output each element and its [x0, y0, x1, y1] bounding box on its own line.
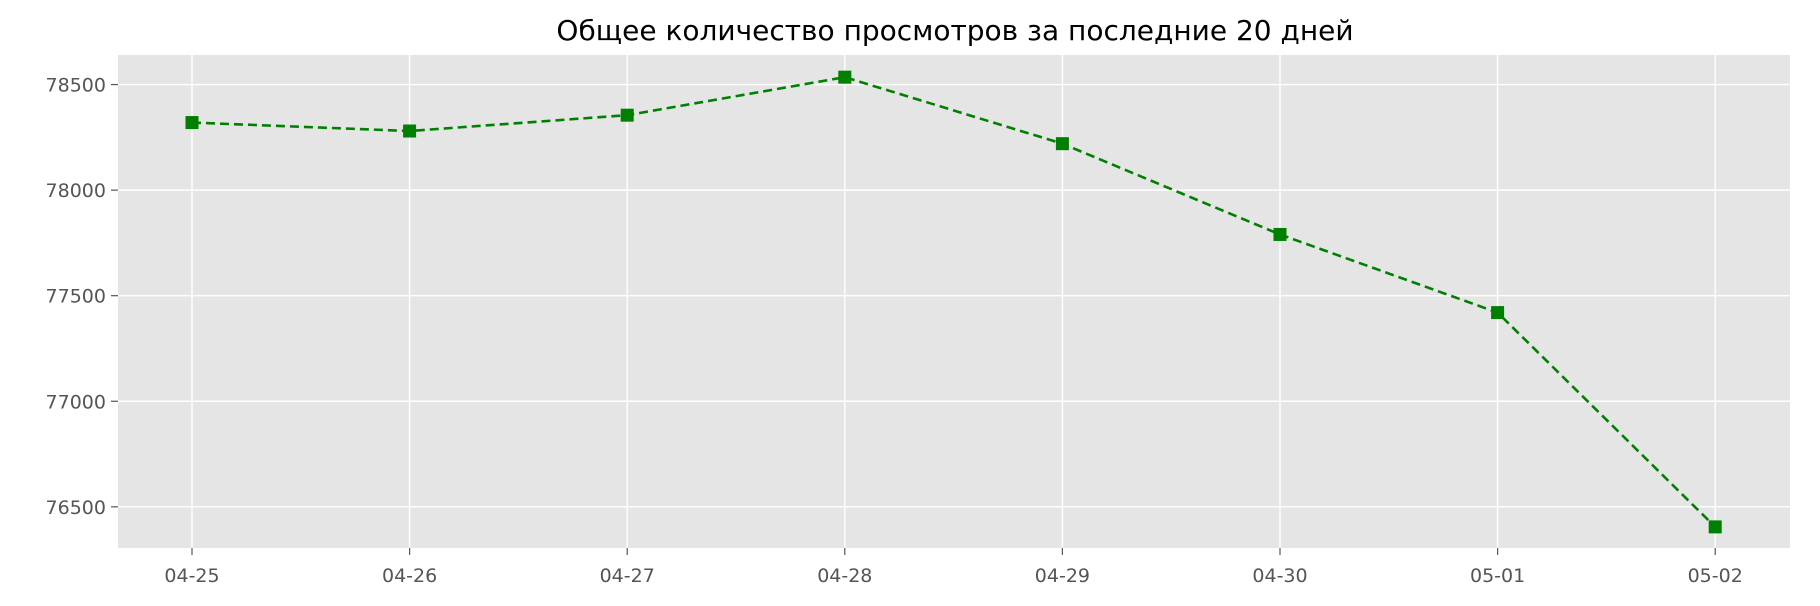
series-line: [191, 75, 1717, 528]
x-tick-label: 04-27: [600, 565, 655, 587]
data-point-marker: [1491, 306, 1505, 320]
x-tick-label: 04-26: [382, 565, 437, 587]
x-tick-label: 05-01: [1470, 565, 1525, 587]
axis-ticks: 76500 77000 77500 78000 78500 04-25 04-26 04-27…: [46, 75, 1743, 587]
x-tick-label: 04-28: [817, 565, 872, 587]
data-point-marker: [403, 124, 417, 138]
y-tick-label: 77500: [46, 286, 106, 308]
chart-title: Общее количество просмотров за последние…: [556, 14, 1353, 47]
y-tick-label: 78000: [46, 180, 106, 202]
grid-lines: [118, 55, 1790, 548]
data-point-marker: [838, 70, 852, 84]
y-tick-label: 78500: [46, 75, 106, 97]
y-tick-label: 77000: [46, 391, 106, 413]
y-tick-label: 76500: [46, 497, 106, 519]
data-point-marker: [1708, 520, 1722, 534]
x-tick-label: 04-29: [1035, 565, 1090, 587]
data-point-marker: [1273, 227, 1287, 241]
x-tick-label: 04-25: [164, 565, 219, 587]
plot-area: [118, 55, 1790, 548]
data-point-marker: [620, 108, 634, 122]
data-point-marker: [185, 116, 199, 130]
series-views: [185, 70, 1722, 534]
x-tick-label: 05-02: [1688, 565, 1743, 587]
data-point-marker: [1055, 137, 1069, 151]
x-tick-label: 04-30: [1252, 565, 1307, 587]
